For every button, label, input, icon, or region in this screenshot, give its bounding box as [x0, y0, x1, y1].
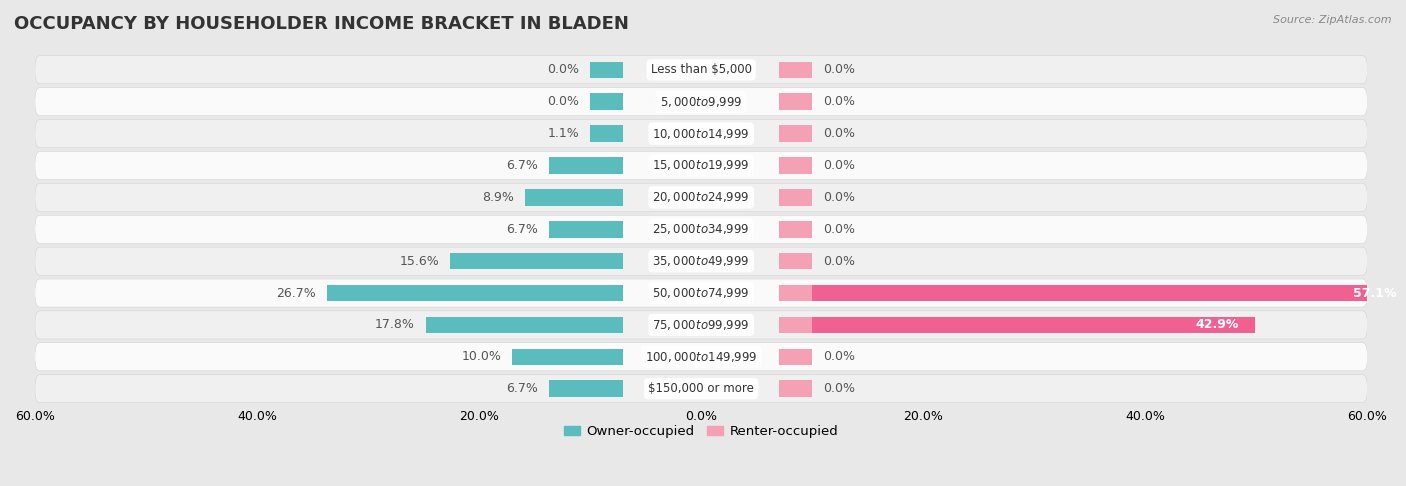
Bar [591, 93, 623, 110]
Bar [591, 189, 623, 206]
Bar [779, 125, 813, 142]
Text: $100,000 to $149,999: $100,000 to $149,999 [645, 350, 758, 364]
Bar [524, 189, 623, 206]
Text: $15,000 to $19,999: $15,000 to $19,999 [652, 158, 749, 173]
Text: 26.7%: 26.7% [276, 287, 316, 299]
Text: 10.0%: 10.0% [461, 350, 502, 364]
Bar [779, 317, 1256, 333]
Bar [512, 348, 623, 365]
Text: 0.0%: 0.0% [824, 223, 855, 236]
Bar [548, 221, 623, 238]
FancyBboxPatch shape [35, 152, 1368, 179]
Bar [779, 381, 813, 397]
Bar [612, 125, 623, 142]
Text: 8.9%: 8.9% [482, 191, 513, 204]
Text: $150,000 or more: $150,000 or more [648, 382, 754, 395]
Text: 15.6%: 15.6% [399, 255, 439, 268]
Bar [779, 93, 813, 110]
Bar [779, 253, 813, 269]
FancyBboxPatch shape [35, 120, 1368, 148]
Bar [591, 348, 623, 365]
Bar [779, 189, 813, 206]
Bar [591, 285, 623, 301]
Bar [591, 253, 623, 269]
Text: 0.0%: 0.0% [824, 382, 855, 395]
Legend: Owner-occupied, Renter-occupied: Owner-occupied, Renter-occupied [558, 420, 844, 444]
Text: 0.0%: 0.0% [824, 127, 855, 140]
FancyBboxPatch shape [35, 279, 1368, 307]
Bar [591, 317, 623, 333]
Text: 57.1%: 57.1% [1353, 287, 1396, 299]
Text: $25,000 to $34,999: $25,000 to $34,999 [652, 222, 749, 236]
Text: 0.0%: 0.0% [824, 63, 855, 76]
Bar [591, 62, 623, 78]
FancyBboxPatch shape [35, 56, 1368, 84]
Bar [426, 317, 623, 333]
Bar [591, 125, 623, 142]
Text: 6.7%: 6.7% [506, 382, 538, 395]
Bar [450, 253, 623, 269]
Text: $35,000 to $49,999: $35,000 to $49,999 [652, 254, 749, 268]
Bar [779, 285, 813, 301]
Text: $75,000 to $99,999: $75,000 to $99,999 [652, 318, 749, 332]
Bar [779, 285, 1406, 301]
Bar [779, 221, 813, 238]
Bar [328, 285, 623, 301]
Text: 0.0%: 0.0% [824, 350, 855, 364]
Text: 6.7%: 6.7% [506, 159, 538, 172]
Bar [591, 221, 623, 238]
Text: $5,000 to $9,999: $5,000 to $9,999 [659, 95, 742, 109]
Bar [779, 317, 813, 333]
FancyBboxPatch shape [35, 215, 1368, 243]
Text: 0.0%: 0.0% [547, 95, 579, 108]
FancyBboxPatch shape [35, 343, 1368, 371]
Bar [591, 381, 623, 397]
Text: 6.7%: 6.7% [506, 223, 538, 236]
Text: 42.9%: 42.9% [1195, 318, 1239, 331]
FancyBboxPatch shape [35, 311, 1368, 339]
Bar [591, 157, 623, 174]
Text: OCCUPANCY BY HOUSEHOLDER INCOME BRACKET IN BLADEN: OCCUPANCY BY HOUSEHOLDER INCOME BRACKET … [14, 15, 628, 33]
Text: 0.0%: 0.0% [824, 255, 855, 268]
Bar [779, 62, 813, 78]
Text: 17.8%: 17.8% [375, 318, 415, 331]
Bar [779, 348, 813, 365]
Text: Source: ZipAtlas.com: Source: ZipAtlas.com [1274, 15, 1392, 25]
FancyBboxPatch shape [35, 87, 1368, 116]
Text: 0.0%: 0.0% [824, 95, 855, 108]
FancyBboxPatch shape [35, 375, 1368, 403]
Text: $50,000 to $74,999: $50,000 to $74,999 [652, 286, 749, 300]
Bar [779, 157, 813, 174]
Bar [548, 381, 623, 397]
FancyBboxPatch shape [35, 183, 1368, 211]
Text: 0.0%: 0.0% [824, 159, 855, 172]
FancyBboxPatch shape [35, 247, 1368, 275]
Text: 1.1%: 1.1% [547, 127, 579, 140]
Text: $20,000 to $24,999: $20,000 to $24,999 [652, 191, 749, 205]
Text: Less than $5,000: Less than $5,000 [651, 63, 752, 76]
Bar [548, 157, 623, 174]
Text: 0.0%: 0.0% [547, 63, 579, 76]
Text: $10,000 to $14,999: $10,000 to $14,999 [652, 126, 749, 140]
Text: 0.0%: 0.0% [824, 191, 855, 204]
